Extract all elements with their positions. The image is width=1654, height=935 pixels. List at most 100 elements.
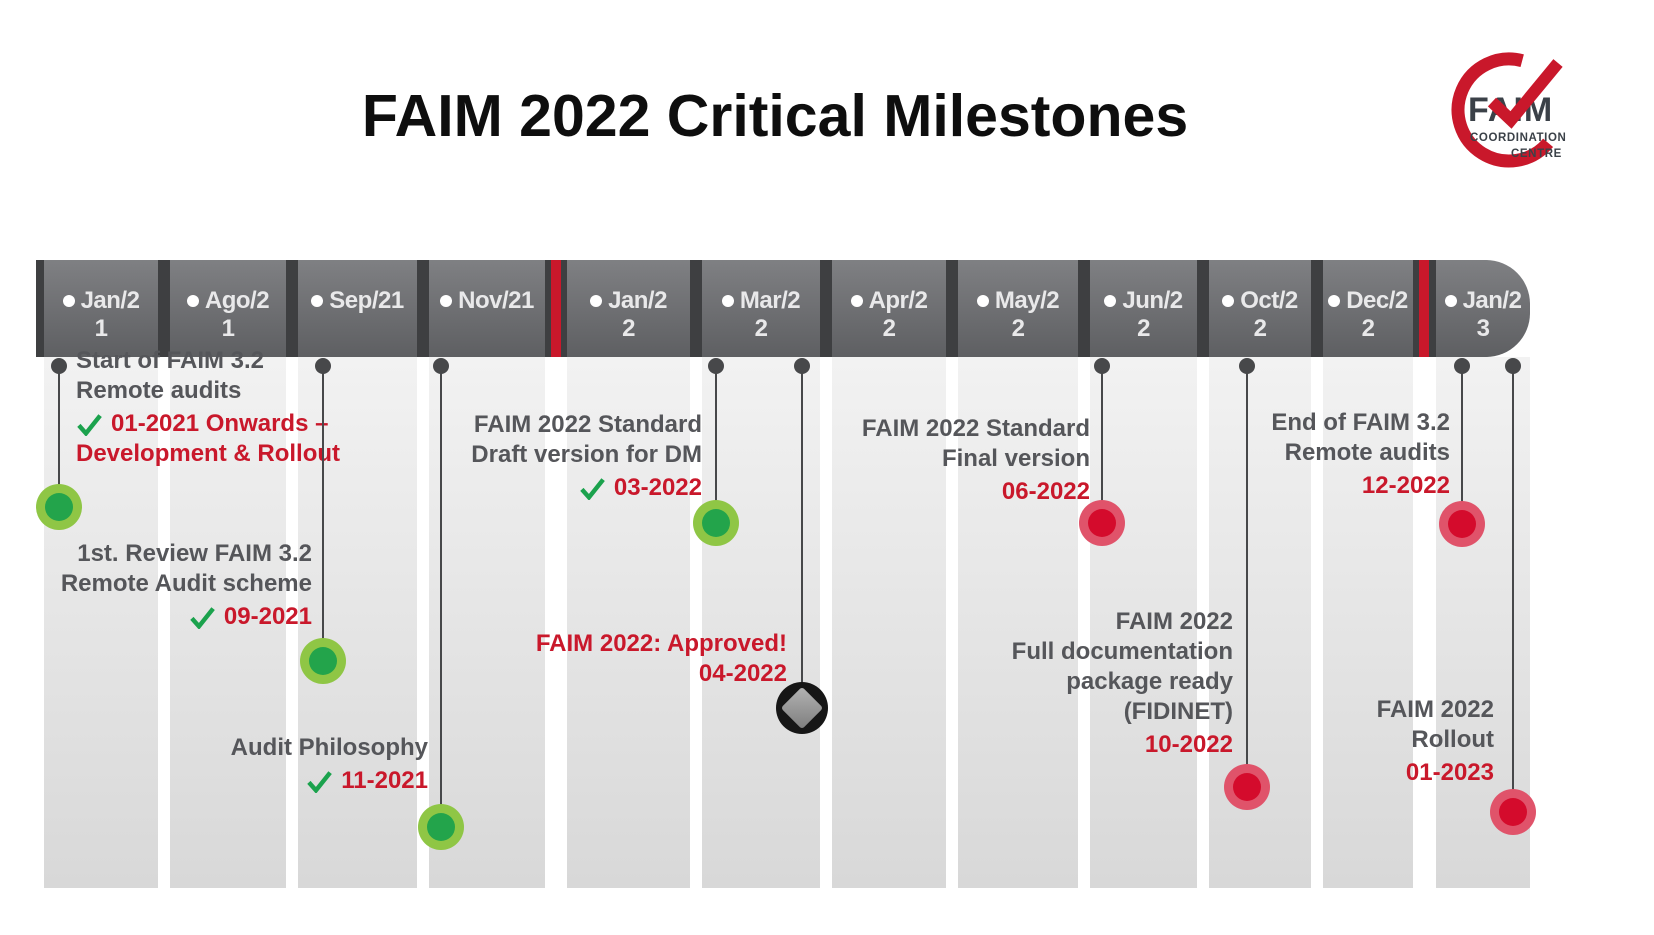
milestone-date-line: 11-2021 — [231, 766, 428, 796]
milestone-title-text: Remote audits — [76, 377, 242, 404]
column-strip-dec-22 — [1323, 357, 1413, 888]
month-label-line2: 1 — [94, 315, 108, 342]
month-label: Jan/2 — [62, 287, 140, 315]
milestone-marker-green-circle — [693, 500, 739, 546]
year-break-red-stripe — [1419, 260, 1429, 357]
marker-inner-circle — [1448, 510, 1476, 538]
milestone-date-text: 03-2022 — [613, 474, 702, 501]
month-bullet-icon — [186, 295, 199, 307]
milestone-date-text: FAIM 2022: Approved! — [535, 630, 787, 657]
milestone-title-text: FAIM 2022 — [1115, 608, 1233, 635]
month-label-line1: May/2 — [994, 287, 1060, 314]
milestone-title-text: package ready — [1066, 668, 1233, 695]
milestone-connector-line — [715, 366, 717, 523]
marker-inner-circle — [1499, 798, 1527, 826]
milestone-marker-red-circle — [1224, 764, 1270, 810]
milestone-date-text: 09-2021 — [223, 603, 312, 630]
check-icon — [580, 477, 605, 500]
milestone-date-line: Development & Rollout — [76, 439, 340, 469]
milestone-date-line: 09-2021 — [61, 602, 312, 632]
milestone-title-text: Full documentation — [1011, 638, 1233, 665]
month-label-line1: Nov/21 — [458, 287, 534, 314]
milestone-marker-green-circle — [418, 804, 464, 850]
marker-inner-circle — [45, 493, 73, 521]
month-label: Dec/2 — [1328, 287, 1408, 315]
check-icon — [77, 413, 102, 436]
month-label: Sep/21 — [311, 287, 404, 315]
milestone-marker-green-circle — [300, 638, 346, 684]
marker-inner-circle — [1233, 773, 1261, 801]
milestone-title-line: Full documentation — [1012, 637, 1233, 667]
month-segment-may-22: May/2 2 — [958, 260, 1078, 357]
month-segment-jun-22: Jun/2 2 — [1090, 260, 1197, 357]
milestone-title-line: Start of FAIM 3.2 — [76, 346, 340, 376]
month-label: Apr/2 — [850, 287, 928, 315]
month-label: Jan/2 — [590, 287, 667, 315]
milestone-date-text: Development & Rollout — [76, 440, 341, 467]
milestone-title-text: End of FAIM 3.2 — [1271, 409, 1450, 436]
milestone-text-standard-draft: FAIM 2022 Standard Draft version for DM 03… — [471, 410, 702, 503]
milestone-title-text: FAIM 2022 Standard — [473, 411, 702, 438]
milestone-date-text: 06-2022 — [1001, 478, 1090, 505]
month-label-line1: Jun/2 — [1122, 287, 1183, 314]
diamond-icon — [780, 686, 824, 730]
column-strip-mar-22 — [702, 357, 820, 888]
milestone-title-text: 1st. Review FAIM 3.2 — [77, 540, 312, 567]
milestone-title-line: package ready — [1012, 667, 1233, 697]
month-bullet-icon — [62, 295, 75, 307]
milestone-date-line: 12-2022 — [1271, 471, 1450, 501]
month-label-line2: 2 — [1011, 315, 1025, 342]
month-label-line1: Jan/2 — [1462, 287, 1522, 314]
timeline-bar: Jan/2 1 Ago/2 1 Sep/21 Nov/21 Jan/2 2 Mar/2 2 Apr/… — [36, 260, 1530, 357]
month-label-line1: Jan/2 — [80, 287, 140, 314]
milestone-text-audit-philosophy: Audit Philosophy 11-2021 — [231, 733, 428, 796]
milestone-date-text: 01-2023 — [1405, 759, 1494, 786]
month-segment-ago-21: Ago/2 1 — [170, 260, 286, 357]
month-bullet-icon — [1328, 295, 1341, 307]
milestone-marker-red-circle — [1079, 500, 1125, 546]
month-segment-apr-22: Apr/2 2 — [832, 260, 946, 357]
column-strip-apr-22 — [832, 357, 946, 888]
milestone-title-line: FAIM 2022 Standard — [862, 414, 1090, 444]
milestone-title-line: (FIDINET) — [1012, 697, 1233, 727]
milestone-title-line: FAIM 2022 — [1012, 607, 1233, 637]
milestone-text-end-remote-audits: End of FAIM 3.2 Remote audits 12-2022 — [1271, 408, 1450, 501]
milestone-connector-line — [440, 366, 442, 827]
milestone-connector-line — [1461, 366, 1463, 524]
column-strip-nov-21 — [429, 357, 545, 888]
month-bullet-icon — [850, 295, 863, 307]
milestone-title-text: Draft version for DM — [471, 441, 702, 468]
column-strip-sep-21 — [298, 357, 417, 888]
milestone-title-text: FAIM 2022 — [1376, 696, 1494, 723]
logo-line3: CENTRE — [1511, 148, 1562, 160]
milestone-title-line: Audit Philosophy — [231, 733, 428, 763]
month-label-line2: 2 — [622, 315, 635, 342]
month-label-line1: Apr/2 — [868, 287, 928, 314]
month-label-line2: 2 — [1253, 315, 1267, 342]
page-title: FAIM 2022 Critical Milestones — [361, 83, 1189, 149]
milestone-connector-line — [322, 366, 324, 661]
month-bullet-icon — [590, 295, 603, 307]
milestone-title-line: Final version — [862, 444, 1090, 474]
milestone-date-line: 06-2022 — [862, 477, 1090, 507]
month-segment-oct-22: Oct/2 2 — [1209, 260, 1311, 357]
milestone-marker-red-circle — [1439, 501, 1485, 547]
milestone-title-text: Rollout — [1411, 726, 1494, 753]
month-label-line1: Sep/21 — [329, 287, 404, 314]
marker-inner-circle — [1088, 509, 1116, 537]
faim-coordination-centre-logo: FAIM COORDINATION CENTRE — [1451, 52, 1566, 168]
milestone-title-text: Remote audits — [1284, 439, 1450, 466]
milestone-title-line: End of FAIM 3.2 — [1271, 408, 1450, 438]
milestone-title-text: Final version — [941, 445, 1090, 472]
milestone-marker-red-circle — [1490, 789, 1536, 835]
month-label-line1: Dec/2 — [1346, 287, 1408, 314]
month-segment-dec-22: Dec/2 2 — [1323, 260, 1413, 357]
month-label-line1: Mar/2 — [739, 287, 801, 314]
milestone-text-approved: FAIM 2022: Approved! 04-2022 — [536, 626, 787, 689]
month-bullet-icon — [1104, 295, 1117, 307]
month-bullet-icon — [311, 295, 324, 307]
milestone-date-text: 11-2021 — [341, 767, 428, 794]
month-label-line1: Oct/2 — [1240, 287, 1298, 314]
year-break-red-stripe — [551, 260, 561, 357]
milestone-title-line: FAIM 2022 Standard — [471, 410, 702, 440]
